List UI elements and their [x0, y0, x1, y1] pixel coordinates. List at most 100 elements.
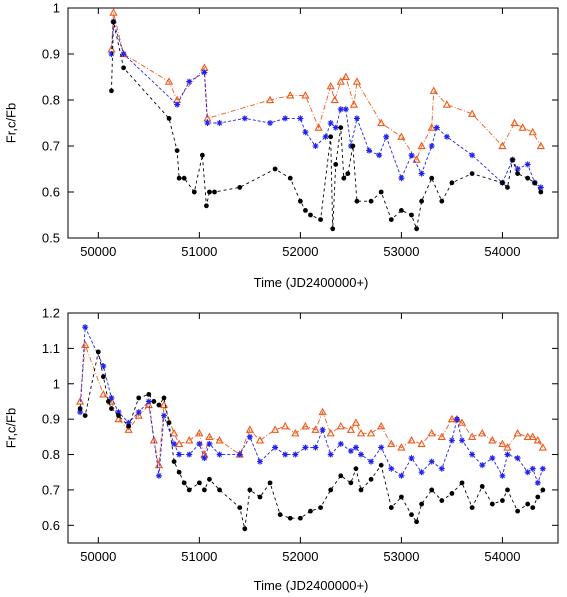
triangle-marker-0-11 [326, 81, 335, 90]
triangle-marker-0-16 [205, 432, 214, 440]
triangle-marker-0-42 [457, 418, 467, 426]
triangle-marker-0-2 [99, 390, 108, 398]
star-marker-1-38 [438, 465, 445, 472]
star-marker-1-51 [539, 465, 546, 472]
triangle-marker-0-18 [397, 132, 406, 140]
triangle-marker-0-43 [467, 432, 477, 440]
triangle-marker-0-13 [336, 77, 345, 85]
circle-marker-2-35 [439, 198, 445, 204]
star-marker-1-30 [357, 451, 364, 458]
star-marker-1-11 [176, 451, 183, 458]
circle-marker-2-18 [318, 217, 323, 223]
triangle-marker-0-21 [427, 123, 436, 131]
star-marker-1-7 [145, 398, 152, 405]
star-marker-1-26 [327, 451, 334, 458]
circle-marker-2-21 [333, 162, 339, 167]
circle-marker-2-20 [207, 476, 212, 482]
circle-marker-2-6 [116, 413, 121, 419]
star-marker-1-23 [302, 444, 309, 451]
star-marker-1-35 [408, 455, 415, 462]
triangle-marker-0-45 [488, 436, 497, 444]
y-tick-label: 0.5 [42, 231, 60, 246]
circle-marker-2-28 [287, 515, 293, 521]
triangle-marker-0-25 [498, 141, 507, 150]
circle-marker-2-13 [166, 420, 172, 426]
circle-marker-2-22 [338, 125, 344, 130]
triangle-marker-0-9 [154, 460, 164, 469]
star-marker-1-2 [100, 363, 107, 370]
star-marker-1-46 [504, 451, 511, 458]
star-marker-1-22 [292, 451, 299, 458]
triangle-marker-0-8 [149, 436, 159, 444]
star-marker-1-14 [322, 133, 329, 140]
triangle-marker-0-49 [523, 432, 532, 440]
circle-marker-2-31 [318, 505, 323, 511]
triangle-marker-0-8 [286, 91, 295, 99]
star-marker-1-14 [201, 455, 208, 462]
circle-marker-2-24 [247, 487, 253, 493]
triangle-marker-0-24 [467, 109, 477, 117]
star-marker-1-12 [302, 129, 309, 136]
x-tick-label: 50000 [80, 244, 116, 259]
circle-marker-2-2 [95, 349, 101, 355]
star-marker-1-8 [155, 472, 162, 479]
y-tick-label: 1.2 [42, 306, 60, 321]
star-marker-1-7 [216, 120, 223, 126]
y-tick-label: 0.9 [42, 412, 60, 427]
circle-marker-2-42 [525, 175, 531, 181]
circle-marker-2-48 [469, 505, 475, 511]
star-marker-1-32 [378, 444, 385, 451]
circle-marker-2-55 [530, 505, 536, 511]
circle-marker-2-32 [414, 226, 419, 232]
y-tick-label: 0.6 [42, 185, 60, 200]
y-tick-label: 0.7 [42, 139, 60, 154]
circle-marker-2-46 [449, 491, 455, 496]
circle-marker-2-28 [378, 189, 384, 195]
y-tick-label: 1 [53, 1, 60, 16]
x-tick-label: 53000 [383, 549, 419, 564]
star-marker-1-30 [469, 152, 476, 159]
star-marker-1-5 [125, 419, 132, 426]
triangle-marker-0-26 [318, 407, 327, 416]
star-marker-1-18 [342, 106, 349, 113]
star-marker-1-1 [82, 324, 89, 331]
x-axis-label: Time (JD2400000+) [254, 578, 369, 593]
circle-marker-2-30 [308, 508, 313, 514]
circle-marker-2-32 [328, 487, 334, 493]
triangle-marker-0-29 [346, 425, 356, 433]
triangle-marker-0-1 [109, 8, 118, 16]
circle-marker-2-36 [358, 487, 364, 493]
plot-frame [67, 312, 559, 544]
triangle-marker-0-20 [417, 141, 426, 150]
circle-marker-2-44 [429, 487, 435, 493]
star-marker-1-36 [537, 184, 544, 191]
star-marker-1-42 [469, 451, 476, 458]
star-marker-1-22 [376, 152, 383, 159]
circle-marker-2-5 [176, 175, 182, 181]
plot-frame [67, 7, 559, 239]
star-marker-1-39 [448, 437, 455, 444]
y-tick-label: 1 [53, 376, 60, 391]
triangle-marker-0-17 [215, 436, 224, 444]
star-marker-1-24 [398, 175, 405, 182]
circle-marker-2-0 [109, 88, 114, 94]
triangle-marker-0-23 [291, 428, 300, 437]
star-marker-1-17 [236, 451, 243, 458]
star-marker-1-16 [216, 451, 223, 458]
star-marker-1-6 [135, 409, 142, 416]
circle-marker-2-6 [181, 175, 187, 181]
star-marker-1-13 [196, 440, 203, 447]
triangle-marker-0-46 [498, 439, 507, 448]
circle-marker-2-43 [419, 501, 425, 507]
circle-marker-2-50 [489, 501, 495, 507]
star-marker-1-29 [352, 444, 359, 451]
circle-marker-2-1 [111, 19, 116, 25]
triangle-marker-0-44 [478, 428, 487, 437]
circle-marker-2-49 [479, 483, 485, 489]
triangle-marker-0-36 [407, 436, 416, 444]
triangle-marker-0-23 [442, 100, 452, 108]
circle-marker-2-37 [469, 171, 475, 177]
triangle-marker-0-51 [533, 436, 542, 444]
circle-marker-2-22 [237, 505, 243, 511]
